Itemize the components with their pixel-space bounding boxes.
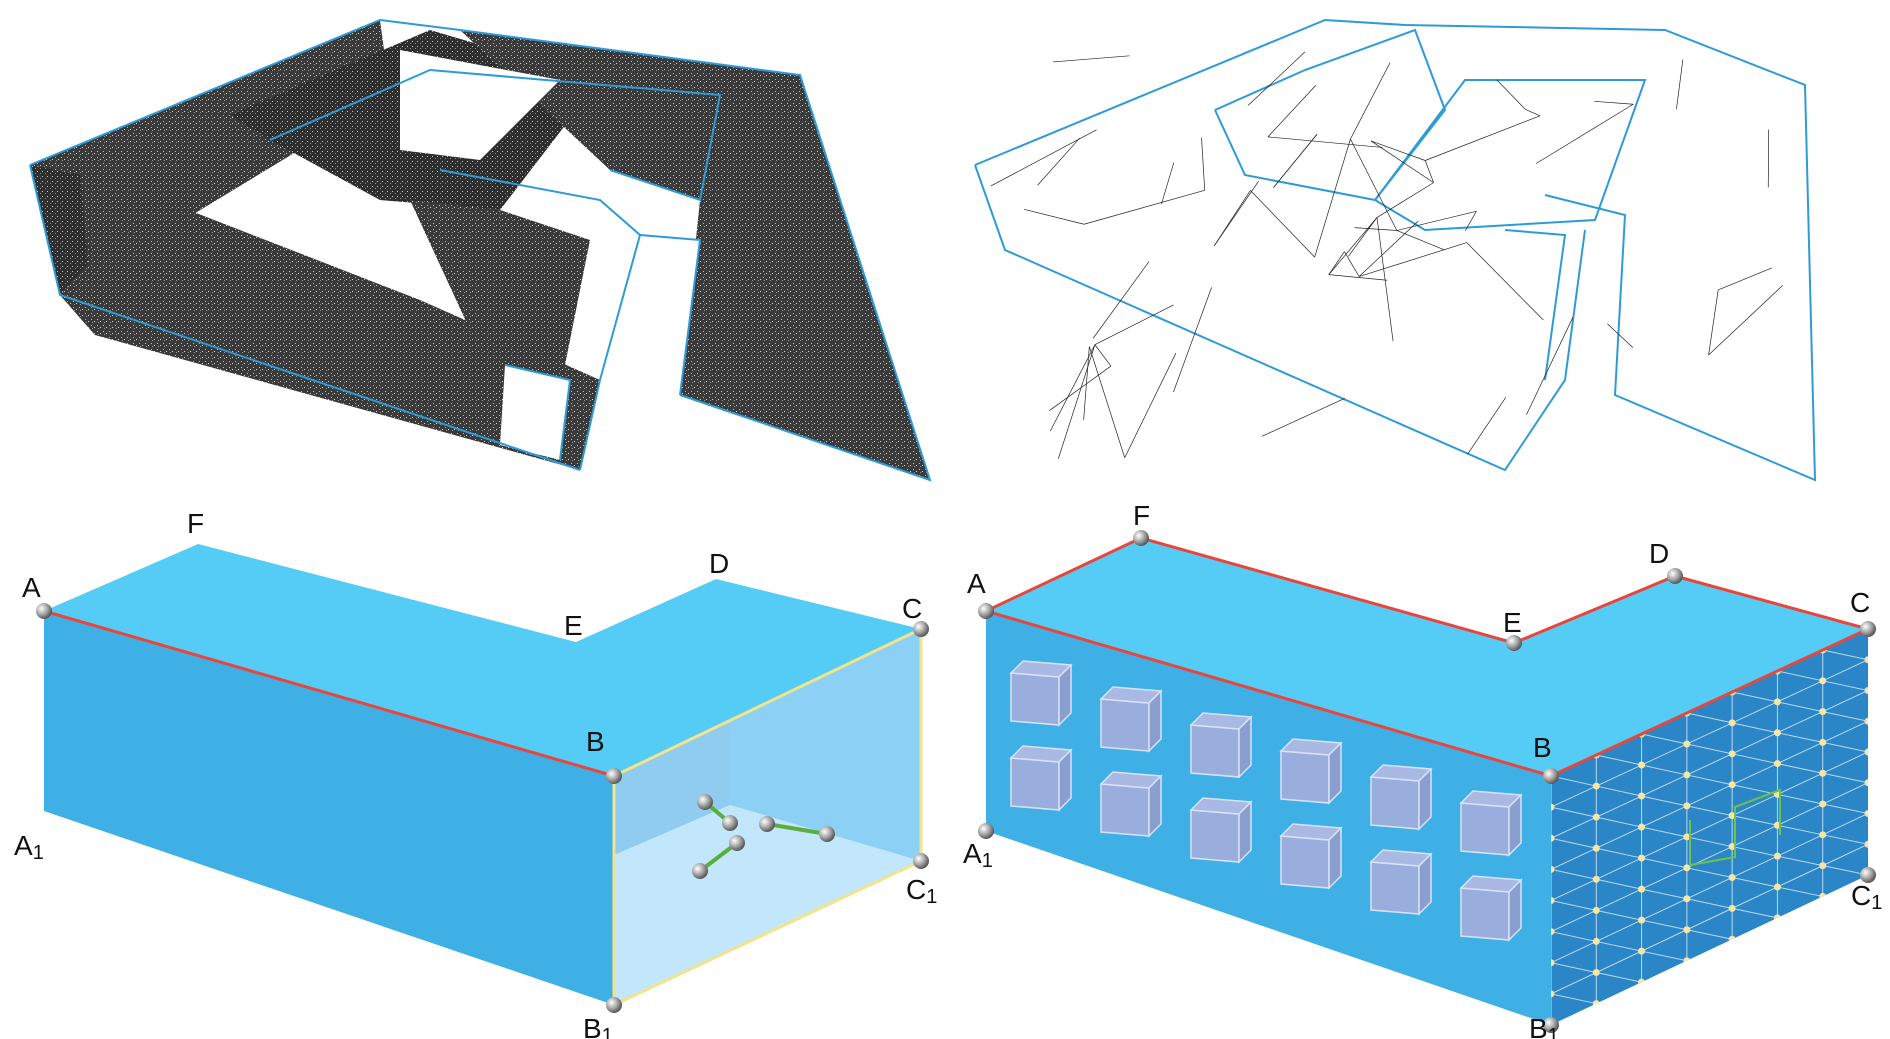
label-a1: A1 — [963, 838, 993, 872]
roof-face — [44, 544, 921, 776]
vertex-labels: A F D E C B A1 C1 B1 — [14, 508, 937, 1039]
point-cloud-figure — [29, 18, 932, 482]
label-c1: C1 — [906, 874, 937, 908]
building-solid — [43, 544, 923, 1008]
mesh-outline — [974, 18, 1817, 482]
vertex-markers — [36, 603, 929, 1013]
label-c: C — [1850, 587, 1870, 618]
label-a: A — [967, 568, 986, 599]
interior-back — [730, 629, 921, 861]
front-facade — [44, 611, 614, 1005]
vertex-b — [606, 768, 622, 784]
vertex-b1 — [606, 997, 622, 1013]
point-cloud-building — [29, 18, 932, 482]
side-facade-mesh — [1551, 629, 1868, 1025]
window-boxes — [1009, 660, 1523, 942]
label-d: D — [709, 548, 729, 579]
mesh-triangles — [990, 51, 1783, 459]
vertex-a — [36, 603, 52, 619]
interior-floor — [614, 805, 921, 1005]
roof-face — [986, 538, 1868, 776]
label-a1: A1 — [14, 830, 44, 864]
label-b1: B1 — [1529, 1013, 1559, 1039]
vertex-markers — [978, 530, 1876, 1033]
label-c1: C1 — [1851, 880, 1882, 914]
simplified-model-figure: A F D E C B A1 C1 B1 — [14, 508, 937, 1039]
building-solid — [985, 536, 1873, 1025]
interior-wall — [614, 720, 730, 855]
facade-model-panel: A F D E C B A1 C1 B1 — [945, 485, 1890, 1039]
simplified-model-panel: A F D E C B A1 C1 B1 — [0, 485, 945, 1039]
label-f: F — [187, 508, 204, 539]
label-b: B — [586, 726, 605, 757]
vertex-c — [913, 621, 929, 637]
label-d: D — [1649, 538, 1669, 569]
facade-model-figure: A F D E C B A1 C1 B1 — [963, 500, 1882, 1039]
label-b1: B1 — [583, 1013, 613, 1039]
label-b: B — [1533, 732, 1552, 763]
triangle-mesh-panel — [945, 0, 1890, 485]
label-e: E — [1503, 607, 1522, 638]
ridge-edge-ab — [43, 609, 615, 778]
label-a: A — [22, 572, 41, 603]
side-facade — [1551, 629, 1868, 1025]
vertex-c1 — [913, 853, 929, 869]
label-f: F — [1133, 500, 1150, 531]
triangle-mesh-figure — [974, 18, 1817, 482]
point-cloud-panel — [0, 0, 945, 485]
label-e: E — [564, 610, 583, 641]
vertex-labels: A F D E C B A1 C1 B1 — [963, 500, 1882, 1039]
label-c: C — [902, 593, 922, 624]
